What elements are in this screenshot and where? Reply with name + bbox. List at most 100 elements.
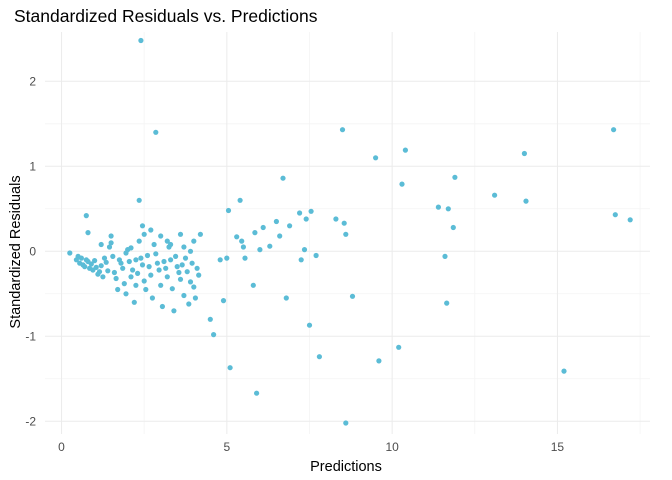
data-point	[139, 262, 146, 268]
data-point	[182, 255, 189, 261]
data-point	[452, 174, 458, 180]
data-point	[303, 216, 309, 222]
data-point	[106, 244, 113, 250]
data-point	[376, 358, 382, 364]
data-point	[197, 231, 203, 237]
data-point	[308, 208, 314, 214]
data-point	[123, 291, 129, 297]
data-point	[93, 264, 99, 270]
x-tick-label: 15	[551, 440, 565, 454]
data-point	[164, 274, 170, 280]
data-point	[168, 257, 174, 263]
data-point	[254, 390, 260, 396]
data-point	[224, 255, 230, 261]
data-point	[101, 255, 108, 261]
data-point	[82, 264, 88, 270]
data-point	[297, 210, 303, 216]
data-point	[273, 218, 279, 225]
data-point	[108, 240, 114, 246]
x-tick-label: 10	[385, 440, 399, 454]
data-point	[161, 258, 167, 265]
data-point	[234, 234, 240, 240]
data-point	[396, 344, 402, 350]
data-point	[196, 272, 202, 278]
data-point	[176, 269, 182, 276]
data-point	[85, 230, 91, 236]
data-point	[154, 260, 160, 266]
x-tick-label: 0	[58, 440, 65, 454]
data-point	[260, 224, 266, 231]
data-point	[187, 279, 194, 285]
data-point	[136, 197, 142, 203]
data-point	[164, 238, 170, 244]
data-point	[177, 231, 184, 237]
data-point	[316, 354, 322, 360]
data-point	[298, 257, 304, 263]
data-point	[181, 244, 187, 250]
data-point	[194, 265, 200, 271]
data-point	[561, 368, 567, 374]
data-point	[158, 233, 164, 239]
data-point	[103, 259, 109, 265]
data-point	[168, 241, 174, 248]
data-point	[78, 255, 84, 261]
data-point	[179, 262, 185, 268]
data-point	[186, 301, 192, 307]
data-point	[138, 255, 144, 261]
data-point	[173, 253, 179, 259]
data-point	[121, 281, 127, 287]
data-point	[131, 299, 137, 305]
data-point	[133, 257, 139, 263]
data-point	[435, 204, 441, 210]
y-tick-label: -2	[25, 414, 36, 428]
data-point	[120, 265, 126, 271]
data-point	[181, 292, 187, 299]
data-points	[67, 37, 633, 426]
data-point	[184, 269, 190, 275]
data-point	[96, 269, 103, 275]
data-point	[158, 282, 164, 288]
data-point	[339, 127, 346, 133]
y-axis-title: Standardized Residuals	[8, 175, 24, 328]
data-point	[98, 263, 104, 269]
data-point	[227, 365, 233, 371]
data-point	[612, 212, 618, 218]
data-point	[492, 192, 498, 198]
data-point	[225, 207, 232, 214]
data-point	[169, 286, 175, 292]
data-point	[115, 286, 121, 293]
data-point	[445, 206, 451, 212]
data-point	[111, 269, 117, 276]
data-point	[240, 244, 246, 250]
data-point	[239, 238, 245, 244]
data-point	[153, 129, 159, 135]
data-point	[171, 308, 177, 314]
data-point	[399, 181, 405, 187]
data-point	[442, 253, 448, 259]
data-point	[128, 245, 134, 251]
data-point	[343, 420, 349, 426]
data-point	[141, 231, 147, 237]
data-point	[252, 230, 258, 236]
data-point	[267, 243, 273, 249]
data-point	[192, 295, 198, 301]
data-point	[135, 270, 141, 276]
data-point	[343, 231, 349, 237]
data-point	[123, 250, 129, 256]
data-point	[306, 322, 313, 328]
data-point	[143, 286, 149, 293]
data-point	[146, 264, 152, 270]
data-point	[148, 272, 154, 278]
data-point	[126, 258, 132, 265]
data-point	[105, 268, 111, 274]
data-point	[191, 284, 197, 290]
data-point	[402, 147, 408, 153]
data-point	[211, 332, 217, 338]
data-point	[237, 197, 243, 203]
data-point	[627, 217, 633, 223]
data-point	[191, 238, 197, 244]
data-point	[257, 247, 263, 253]
data-point	[444, 300, 450, 306]
data-point	[159, 303, 165, 310]
